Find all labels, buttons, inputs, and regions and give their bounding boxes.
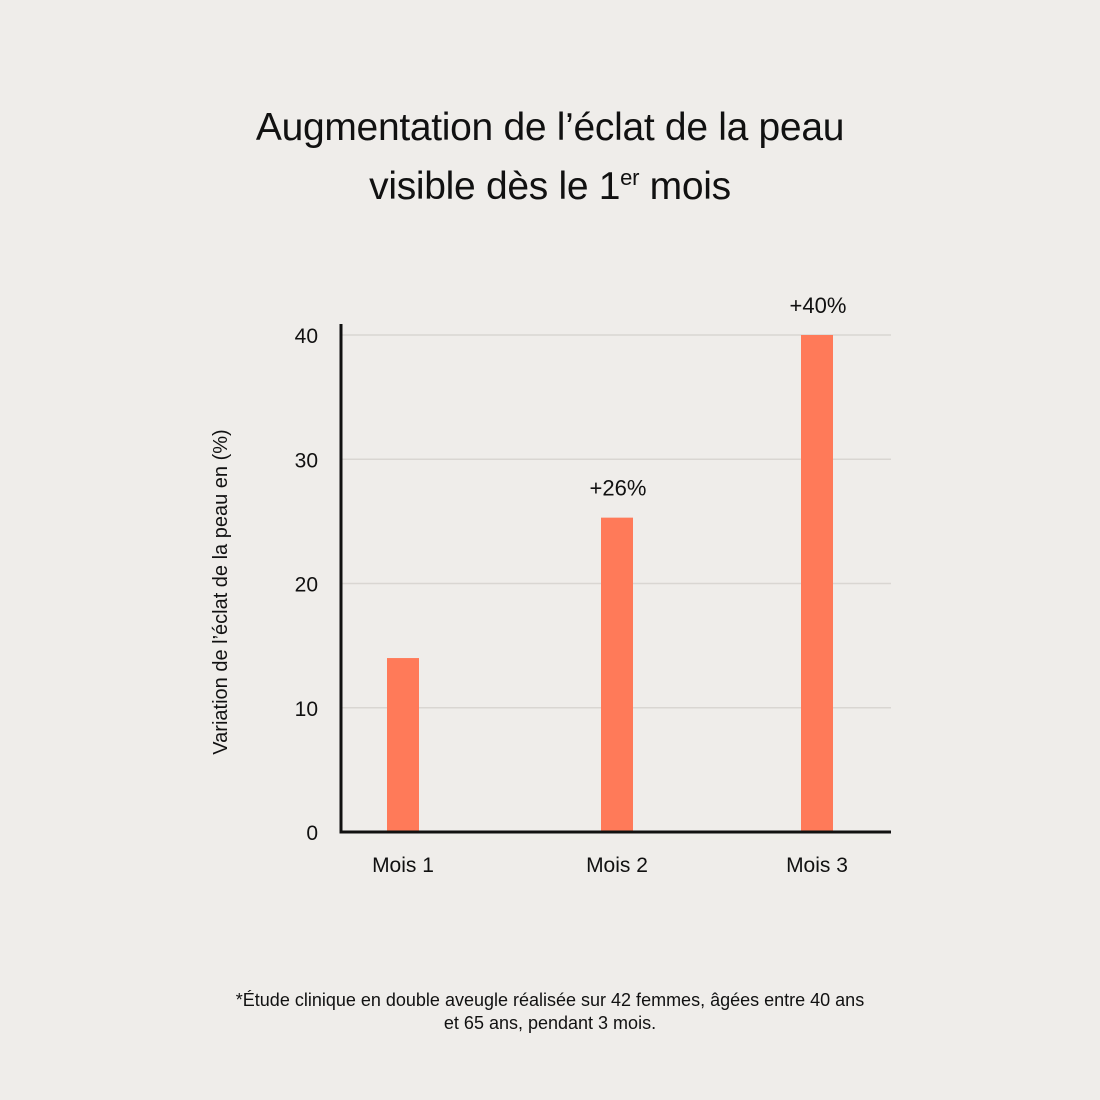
chart-subtitle: visible dès le 1er mois <box>0 165 1100 209</box>
y-tick-label: 30 <box>295 449 318 472</box>
footnote: *Étude clinique en double aveugle réalis… <box>0 989 1100 1035</box>
x-tick-label: Mois 3 <box>786 854 848 877</box>
bar <box>387 658 419 832</box>
y-tick-label: 40 <box>295 325 318 348</box>
chart-title: Augmentation de l’éclat de la peau <box>255 106 845 149</box>
footnote-line-1: *Étude clinique en double aveugle réalis… <box>235 990 865 1010</box>
subtitle-text: visible dès le 1 <box>369 165 621 208</box>
data-label: +40% <box>790 293 847 318</box>
y-axis-label: Variation de l’éclat de la peau en (%) <box>210 429 232 754</box>
y-tick-label: 20 <box>295 574 318 597</box>
subtitle-sup: er <box>620 165 640 190</box>
bar <box>801 335 833 832</box>
y-tick-label: 10 <box>295 698 318 721</box>
footnote-line-2: et 65 ans, pendant 3 mois. <box>443 1013 657 1033</box>
x-tick-label: Mois 1 <box>372 854 434 877</box>
data-label: +26% <box>590 476 647 501</box>
subtitle-rest: mois <box>639 165 731 208</box>
bar <box>601 517 633 832</box>
x-tick-label: Mois 2 <box>586 854 648 877</box>
y-tick-label: 0 <box>306 822 318 845</box>
